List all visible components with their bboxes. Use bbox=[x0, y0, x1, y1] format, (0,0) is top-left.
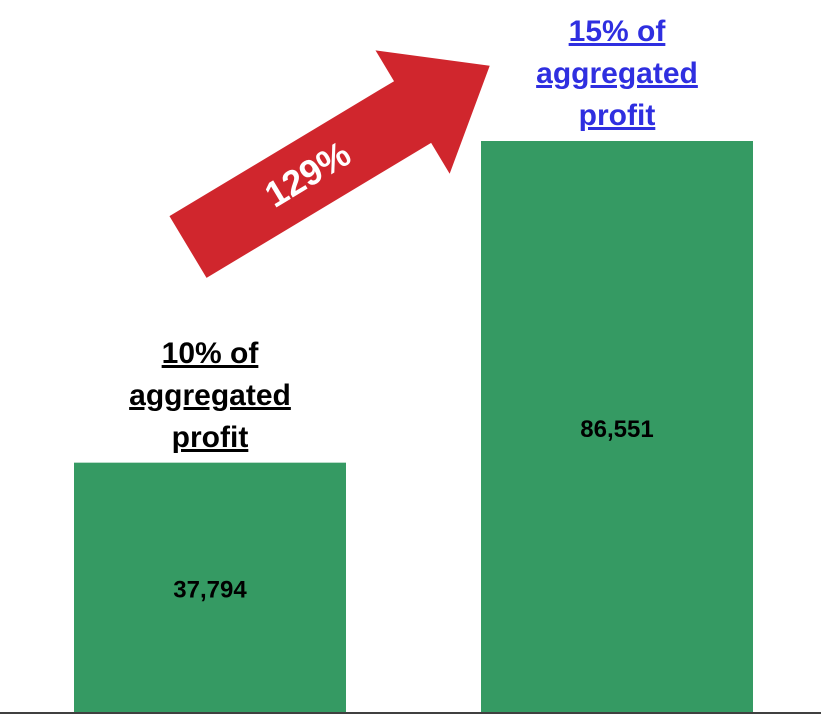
bar bbox=[74, 462, 346, 712]
arrow-shape bbox=[169, 50, 490, 278]
value-label: 86,551 bbox=[580, 416, 653, 443]
value-label: 37,794 bbox=[173, 577, 247, 604]
annotation: 10% of aggregated profit bbox=[129, 336, 291, 454]
bar bbox=[481, 141, 753, 712]
growth-arrow: 129% bbox=[169, 50, 490, 278]
annotation: 15% of aggregated profit bbox=[536, 15, 698, 132]
